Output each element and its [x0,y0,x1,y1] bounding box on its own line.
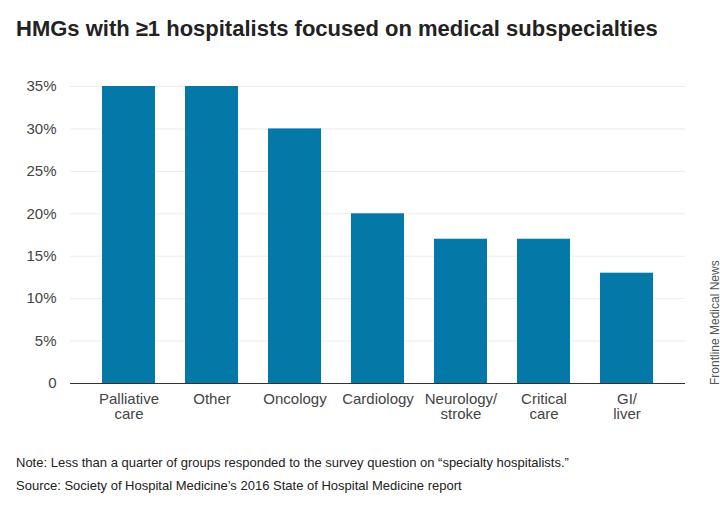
svg-text:0: 0 [48,374,56,391]
svg-text:20%: 20% [26,205,56,222]
svg-text:GI/liver: GI/liver [613,390,641,422]
svg-text:5%: 5% [35,332,57,349]
svg-text:Criticalcare: Criticalcare [521,390,567,422]
html-text:HMGs with ≥1 hospitalists focu: HMGs with ≥1 hospitalists focused on med… [16,16,658,41]
svg-text:35%: 35% [26,77,56,94]
svg-text:25%: 25% [26,162,56,179]
svg-text:15%: 15% [26,247,56,264]
svg-text:30%: 30% [26,120,56,137]
html-text:Source: Society of Hospital Me: Source: Society of Hospital Medicine’s 2… [16,478,462,493]
svg-text:Neurology/stroke: Neurology/stroke [425,390,498,422]
svg-text:10%: 10% [26,289,56,306]
svg-text:Oncology: Oncology [263,390,327,407]
svg-text:Palliativecare: Palliativecare [99,390,159,422]
html-text:Note: Less than a quarter of g: Note: Less than a quarter of groups resp… [16,455,569,470]
svg-text:Other: Other [193,390,231,407]
svg-text:Cardiology: Cardiology [342,390,414,407]
